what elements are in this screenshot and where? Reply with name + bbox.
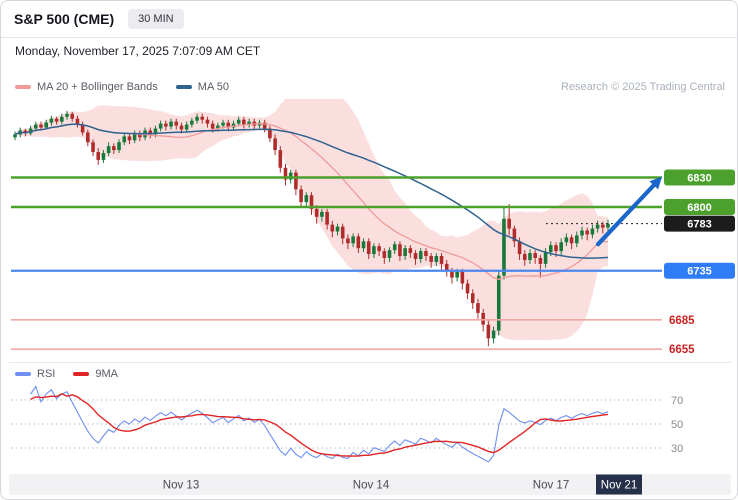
- price-pill-6783: [664, 215, 735, 232]
- bollinger-swatch-icon: [15, 85, 31, 89]
- rsi-legend: RSI 9MA: [15, 368, 118, 380]
- legend-item-9ma: 9MA: [73, 368, 118, 380]
- price-text-label: 6655: [669, 344, 695, 356]
- rsi-panel: 70 50 30: [11, 385, 683, 463]
- copyright-text: Research © 2025 Trading Central: [560, 81, 725, 93]
- rsi-9ma-line: [30, 393, 609, 457]
- header: S&P 500 (CME) 30 MIN: [1, 1, 737, 38]
- price-text-label: 6685: [669, 315, 695, 327]
- x-axis-highlight-block: [596, 474, 642, 495]
- price-pill-label: 6800: [687, 202, 711, 214]
- price-pill-6830: [664, 169, 735, 186]
- rsi-lines: [30, 385, 609, 463]
- trend-arrow-up: [595, 176, 662, 247]
- instrument-title: S&P 500 (CME): [14, 11, 115, 27]
- ma50-line: [14, 123, 609, 259]
- x-axis: Nov 13 Nov 14 Nov 17 Nov 21: [9, 474, 731, 495]
- legend-item-bollinger: MA 20 + Bollinger Bands: [15, 81, 158, 93]
- rsi-line: [30, 385, 609, 463]
- price-pill-label: 6735: [687, 266, 711, 278]
- legend-label-rsi: RSI: [37, 368, 56, 380]
- legend-label-bollinger: MA 20 + Bollinger Bands: [37, 81, 158, 93]
- x-axis-label-nov-21: Nov 21: [601, 480, 637, 492]
- ma-lines: [14, 123, 609, 281]
- x-axis-strip: [9, 474, 731, 495]
- chart-datetime: Monday, November 17, 2025 7:07:09 AM CET: [15, 44, 261, 58]
- x-axis-label-nov-17: Nov 17: [533, 480, 569, 492]
- rsi-9ma-swatch-icon: [73, 372, 90, 376]
- candlestick-series: [13, 110, 610, 347]
- timeframe-badge[interactable]: 30 MIN: [128, 9, 184, 29]
- price-pill-6800: [664, 198, 735, 215]
- ma50-swatch-icon: [175, 85, 192, 89]
- rsi-tick-label: 30: [671, 443, 683, 455]
- price-levels: 6830 6800 6783 6735 6685 6655: [11, 169, 735, 356]
- rsi-swatch-icon: [15, 372, 31, 376]
- price-pill-label: 6830: [687, 173, 711, 185]
- bollinger-band: [15, 99, 608, 341]
- x-axis-label-nov-14: Nov 14: [353, 480, 390, 492]
- legend-label-9ma: 9MA: [95, 368, 118, 380]
- rsi-tick-label: 50: [671, 419, 683, 431]
- price-legend: MA 20 + Bollinger Bands MA 50: [15, 81, 229, 93]
- legend-item-rsi: RSI: [15, 368, 55, 380]
- legend-item-ma50: MA 50: [175, 81, 229, 93]
- rsi-tick-label: 70: [671, 395, 683, 407]
- x-axis-label-nov-13: Nov 13: [163, 480, 199, 492]
- price-pill-6735: [664, 262, 735, 279]
- legend-label-ma50: MA 50: [197, 81, 229, 93]
- price-pill-label: 6783: [687, 219, 711, 231]
